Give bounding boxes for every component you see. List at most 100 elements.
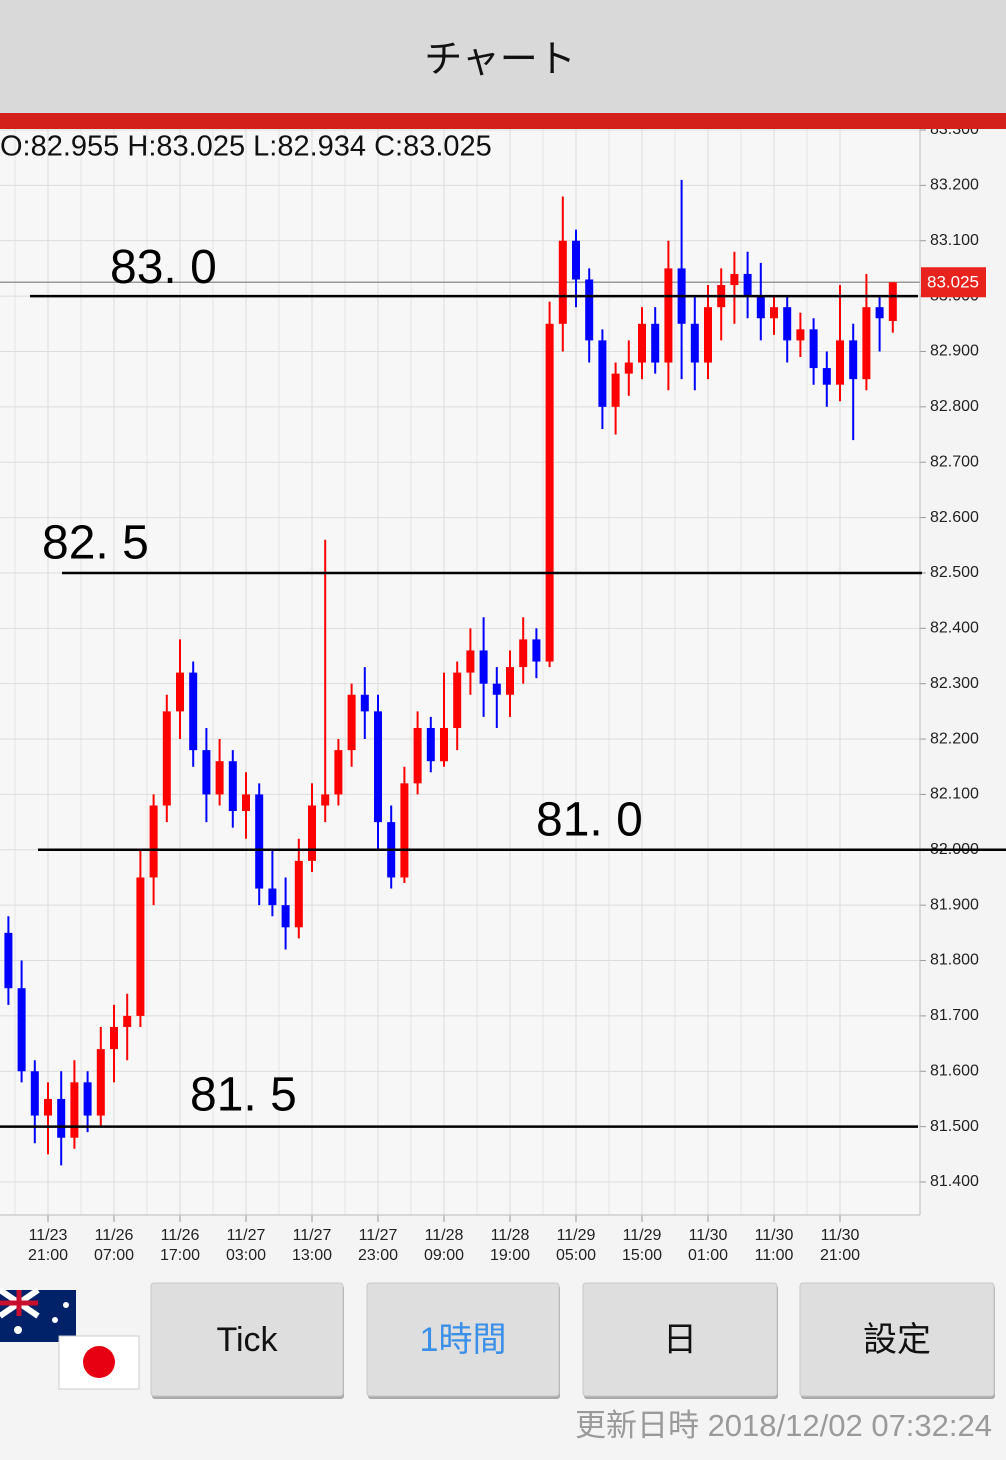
candle-body — [70, 1082, 79, 1138]
candle-body — [611, 373, 620, 407]
button[interactable] — [799, 1282, 995, 1397]
x-tick-label: 11/28 — [491, 1227, 530, 1244]
y-tick-label: 82.300 — [930, 675, 979, 692]
button[interactable] — [150, 1282, 344, 1397]
x-tick-label: 03:00 — [226, 1247, 266, 1264]
annotation-label: 82. 5 — [42, 517, 149, 570]
candle-body — [83, 1082, 92, 1116]
app-bar — [0, 0, 1006, 114]
y-tick-label: 82.400 — [930, 620, 979, 637]
candle-body — [743, 273, 752, 297]
candle-body — [17, 988, 26, 1072]
candle-body — [809, 329, 818, 369]
candle-body — [651, 323, 660, 363]
candle-body — [862, 307, 871, 380]
x-tick-label: 11/26 — [161, 1227, 200, 1244]
candle-body — [308, 805, 316, 861]
candle-body — [532, 639, 541, 662]
flag-au-cross — [0, 1290, 38, 1316]
annotation-label: 83. 0 — [110, 241, 217, 294]
candle-body — [770, 307, 778, 319]
button-label[interactable]: 1時間 — [420, 1321, 507, 1359]
x-tick-label: 11/30 — [689, 1227, 728, 1244]
y-tick-label: 82.200 — [930, 730, 979, 747]
candle-body — [624, 362, 633, 374]
candle-body — [413, 727, 422, 784]
candle-body — [228, 761, 237, 812]
button[interactable] — [582, 1282, 778, 1397]
candle-body — [585, 279, 594, 341]
button[interactable] — [366, 1282, 560, 1397]
x-tick-label: 11/27 — [359, 1227, 398, 1244]
candle-body — [294, 860, 303, 928]
candle-body — [558, 240, 567, 324]
candle-body — [347, 694, 356, 751]
annotation-label: 81. 0 — [536, 793, 643, 846]
x-tick-label: 23:00 — [358, 1247, 398, 1264]
button-label[interactable]: 設定 — [863, 1321, 931, 1359]
candle-body — [453, 672, 462, 728]
candle-body — [572, 240, 580, 280]
candle-body — [321, 794, 330, 806]
candle-body — [704, 307, 712, 363]
candle-body — [360, 694, 369, 712]
candle-body — [466, 650, 475, 673]
candle-body — [44, 1098, 52, 1116]
y-tick-label: 82.900 — [930, 343, 979, 360]
candle-body — [822, 368, 831, 385]
candle-body — [374, 711, 382, 823]
candle-body — [756, 296, 765, 319]
flag-au-star — [63, 1302, 69, 1308]
candle-body — [875, 307, 884, 319]
last-price-label: 83.025 — [927, 273, 979, 292]
candle-body — [57, 1098, 66, 1138]
candle-body — [255, 794, 264, 889]
update-time: 更新日時 2018/12/02 07:32:24 — [575, 1408, 992, 1443]
candle-body — [30, 1071, 39, 1116]
candle-body — [136, 877, 145, 1016]
x-tick-label: 15:00 — [622, 1247, 662, 1264]
y-tick-label: 81.400 — [930, 1173, 979, 1190]
candle-body — [96, 1049, 105, 1116]
x-tick-label: 21:00 — [28, 1247, 68, 1264]
x-tick-label: 01:00 — [688, 1247, 728, 1264]
x-tick-label: 19:00 — [490, 1247, 530, 1264]
x-tick-label: 11/30 — [755, 1227, 794, 1244]
candle-body — [149, 805, 158, 878]
y-tick-label: 82.600 — [930, 509, 979, 526]
y-tick-label: 81.900 — [930, 896, 979, 913]
candle-body — [189, 672, 198, 751]
candle-body — [690, 323, 699, 363]
y-tick-label: 82.700 — [930, 453, 979, 470]
flag-au-star — [14, 1326, 22, 1334]
x-tick-label: 11/29 — [623, 1227, 662, 1244]
flag-au-star — [52, 1317, 58, 1323]
candle-body — [334, 750, 343, 795]
y-tick-label: 81.800 — [930, 952, 979, 969]
button-label[interactable]: Tick — [216, 1321, 278, 1359]
y-tick-label: 83.100 — [930, 232, 979, 249]
ohlc-label: O:82.955 H:83.025 L:82.934 C:83.025 — [0, 131, 492, 163]
x-tick-label: 11/29 — [557, 1227, 596, 1244]
x-tick-label: 11/27 — [227, 1227, 266, 1244]
candle-body — [796, 329, 805, 341]
button-label[interactable]: 日 — [663, 1321, 697, 1359]
y-tick-label: 81.500 — [930, 1118, 979, 1135]
y-tick-label: 82.100 — [930, 786, 979, 803]
accent-bar — [0, 113, 1006, 129]
y-tick-label: 82.500 — [930, 564, 979, 581]
x-tick-label: 21:00 — [820, 1247, 860, 1264]
candle-body — [545, 323, 554, 662]
candle-body — [426, 727, 435, 762]
candle-body — [215, 761, 224, 795]
x-tick-label: 11/28 — [425, 1227, 464, 1244]
x-tick-label: 17:00 — [160, 1247, 200, 1264]
candle-body — [849, 340, 858, 380]
candle-body — [202, 750, 211, 795]
y-tick-label: 81.700 — [930, 1007, 979, 1024]
y-tick-label: 82.800 — [930, 398, 979, 415]
candle-body — [664, 268, 673, 363]
candle-body — [479, 650, 488, 684]
x-tick-label: 11/23 — [29, 1227, 68, 1244]
candle-body — [638, 323, 646, 363]
